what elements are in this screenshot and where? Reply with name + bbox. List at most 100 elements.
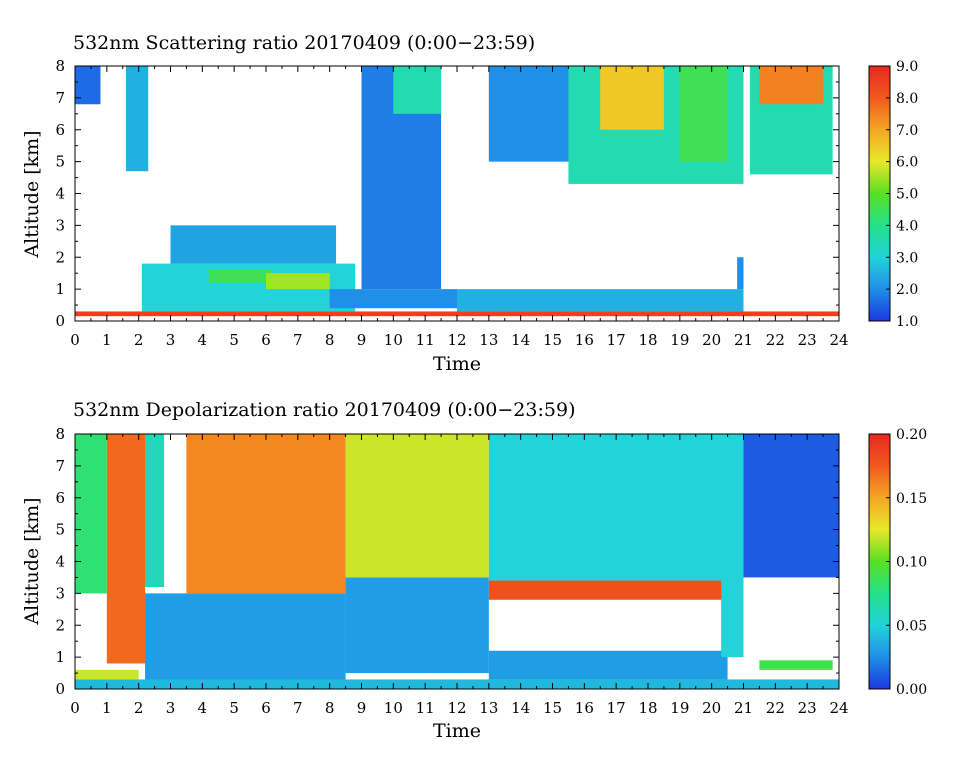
colorbar-tick-label: 6.0 bbox=[896, 155, 918, 171]
x-tick-label: 8 bbox=[325, 699, 335, 717]
x-tick-label: 17 bbox=[607, 331, 626, 349]
y-tick-label: 4 bbox=[55, 553, 65, 571]
x-tick-label: 6 bbox=[261, 699, 271, 717]
colorbar-tick-label: 7.0 bbox=[896, 123, 918, 139]
colorbar-tick-label: 3.0 bbox=[896, 250, 918, 266]
colorbar-tick-label: 9.0 bbox=[896, 59, 918, 75]
data-region bbox=[145, 593, 346, 689]
colorbar: 1.0 2.0 3.0 4.0 5.0 6.0 7.0 8.0 9.0 bbox=[868, 59, 918, 330]
x-tick-label: 19 bbox=[670, 699, 689, 717]
x-tick-label: 11 bbox=[416, 699, 435, 717]
data-region bbox=[345, 434, 489, 578]
x-tick-label: 1 bbox=[102, 699, 112, 717]
y-tick-label: 5 bbox=[55, 153, 65, 171]
data-region bbox=[600, 66, 664, 130]
data-region bbox=[488, 650, 728, 680]
y-tick-label: 8 bbox=[55, 57, 65, 75]
data-regions bbox=[75, 434, 839, 689]
plot-area: 0 1 2 3 4 5 6 7 8 9 10 11 12 13 14 15 16 17 18 19 20 21 22 23 24… bbox=[55, 57, 848, 349]
y-tick-label: 4 bbox=[55, 185, 65, 203]
data-region bbox=[457, 289, 744, 312]
colorbar-tick-label: 0.10 bbox=[896, 555, 927, 571]
y-tick-label: 0 bbox=[55, 680, 65, 698]
x-tick-label: 15 bbox=[543, 331, 562, 349]
x-tick-label: 14 bbox=[511, 331, 530, 349]
data-region bbox=[266, 273, 330, 290]
x-tick-label: 10 bbox=[384, 331, 403, 349]
x-tick-label: 0 bbox=[70, 331, 80, 349]
x-tick-label: 4 bbox=[198, 699, 208, 717]
data-region bbox=[345, 577, 489, 674]
x-tick-label: 16 bbox=[575, 699, 594, 717]
data-region bbox=[737, 257, 744, 290]
x-tick-label: 11 bbox=[416, 331, 435, 349]
y-tick-label: 1 bbox=[55, 280, 65, 298]
data-region bbox=[75, 669, 139, 680]
y-tick-label: 7 bbox=[55, 89, 65, 107]
data-region bbox=[488, 580, 728, 600]
x-tick-label: 18 bbox=[638, 699, 657, 717]
x-tick-label: 6 bbox=[261, 331, 271, 349]
x-tick-label: 23 bbox=[798, 699, 817, 717]
chart-title: 532nm Scattering ratio 20170409 (0:00−23… bbox=[73, 32, 535, 54]
depolarization-ratio-panel: 532nm Depolarization ratio 20170409 (0:0… bbox=[21, 399, 927, 742]
data-region bbox=[106, 434, 146, 664]
data-region bbox=[488, 434, 728, 584]
x-tick-label: 24 bbox=[829, 331, 848, 349]
scattering-ratio-panel: 532nm Scattering ratio 20170409 (0:00−23… bbox=[21, 32, 918, 375]
colorbar-tick-label: 0.00 bbox=[896, 682, 927, 698]
x-tick-label: 13 bbox=[479, 331, 498, 349]
y-tick-label: 0 bbox=[55, 312, 65, 330]
data-region bbox=[679, 66, 728, 162]
x-tick-label: 16 bbox=[575, 331, 594, 349]
colorbar-tick-label: 4.0 bbox=[896, 218, 918, 234]
data-region bbox=[743, 434, 839, 578]
data-region bbox=[393, 66, 442, 114]
x-tick-label: 10 bbox=[384, 699, 403, 717]
x-tick-label: 3 bbox=[166, 699, 176, 717]
colorbar-tick-label: 1.0 bbox=[896, 314, 918, 330]
x-tick-label: 2 bbox=[134, 699, 144, 717]
x-tick-label: 15 bbox=[543, 699, 562, 717]
x-tick-label: 18 bbox=[638, 331, 657, 349]
chart-title: 532nm Depolarization ratio 20170409 (0:0… bbox=[73, 399, 575, 421]
x-tick-label: 5 bbox=[229, 699, 239, 717]
colorbar-tick-label: 0.05 bbox=[896, 618, 927, 634]
data-region bbox=[208, 270, 273, 283]
data-region bbox=[759, 66, 824, 105]
x-tick-label: 8 bbox=[325, 331, 335, 349]
x-tick-label: 20 bbox=[702, 331, 721, 349]
x-tick-label: 7 bbox=[293, 699, 303, 717]
x-tick-label: 4 bbox=[198, 331, 208, 349]
x-tick-label: 21 bbox=[734, 331, 753, 349]
x-tick-label: 1 bbox=[102, 331, 112, 349]
plot-area: 0 1 2 3 4 5 6 7 8 9 10 11 12 13 14 15 16 17 18 19 20 21 22 23 24… bbox=[55, 425, 848, 717]
x-tick-label: 7 bbox=[293, 331, 303, 349]
data-region bbox=[145, 434, 165, 587]
x-tick-label: 23 bbox=[798, 331, 817, 349]
x-tick-label: 19 bbox=[670, 331, 689, 349]
x-tick-label: 9 bbox=[357, 331, 367, 349]
x-tick-label: 22 bbox=[766, 699, 785, 717]
data-region bbox=[721, 434, 744, 658]
y-tick-label: 6 bbox=[55, 489, 65, 507]
x-tick-label: 12 bbox=[447, 331, 466, 349]
colorbar-tick-label: 8.0 bbox=[896, 91, 918, 107]
data-region bbox=[75, 66, 101, 105]
y-tick-label: 7 bbox=[55, 457, 65, 475]
data-region bbox=[759, 660, 833, 670]
x-tick-label: 22 bbox=[766, 331, 785, 349]
x-tick-label: 5 bbox=[229, 331, 239, 349]
x-axis-label: Time bbox=[433, 720, 481, 742]
y-tick-label: 2 bbox=[55, 248, 65, 266]
x-tick-label: 20 bbox=[702, 699, 721, 717]
data-region bbox=[170, 225, 337, 264]
y-tick-label: 8 bbox=[55, 425, 65, 443]
x-tick-label: 13 bbox=[479, 699, 498, 717]
x-tick-label: 2 bbox=[134, 331, 144, 349]
colorbar-tick-label: 0.15 bbox=[896, 491, 927, 507]
x-tick-label: 9 bbox=[357, 699, 367, 717]
x-tick-label: 24 bbox=[829, 699, 848, 717]
data-regions bbox=[75, 66, 839, 317]
